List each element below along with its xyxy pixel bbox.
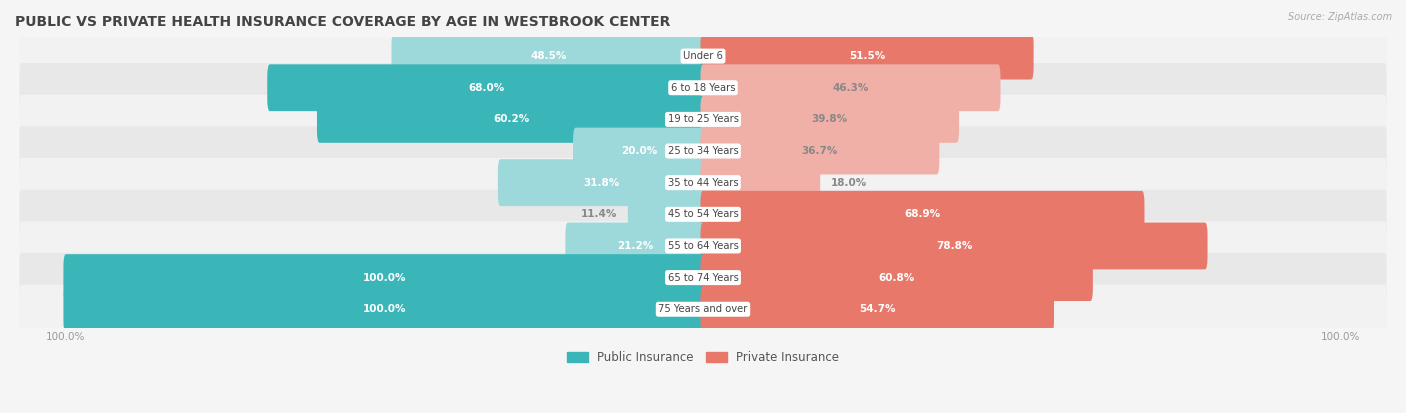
FancyBboxPatch shape — [20, 221, 1386, 271]
Text: PUBLIC VS PRIVATE HEALTH INSURANCE COVERAGE BY AGE IN WESTBROOK CENTER: PUBLIC VS PRIVATE HEALTH INSURANCE COVER… — [15, 15, 671, 29]
Legend: Public Insurance, Private Insurance: Public Insurance, Private Insurance — [562, 347, 844, 369]
Text: 68.0%: 68.0% — [468, 83, 505, 93]
Text: 39.8%: 39.8% — [811, 114, 848, 124]
Text: 6 to 18 Years: 6 to 18 Years — [671, 83, 735, 93]
Text: 60.8%: 60.8% — [879, 273, 915, 282]
Text: 54.7%: 54.7% — [859, 304, 896, 314]
Text: 19 to 25 Years: 19 to 25 Years — [668, 114, 738, 124]
Text: 18.0%: 18.0% — [831, 178, 866, 188]
Text: 21.2%: 21.2% — [617, 241, 654, 251]
Text: 31.8%: 31.8% — [583, 178, 620, 188]
Text: 100.0%: 100.0% — [363, 304, 406, 314]
Text: 55 to 64 Years: 55 to 64 Years — [668, 241, 738, 251]
FancyBboxPatch shape — [574, 128, 706, 174]
FancyBboxPatch shape — [20, 31, 1386, 81]
FancyBboxPatch shape — [20, 190, 1386, 239]
FancyBboxPatch shape — [20, 158, 1386, 207]
Text: 65 to 74 Years: 65 to 74 Years — [668, 273, 738, 282]
Text: 35 to 44 Years: 35 to 44 Years — [668, 178, 738, 188]
Text: 45 to 54 Years: 45 to 54 Years — [668, 209, 738, 219]
Text: 46.3%: 46.3% — [832, 83, 869, 93]
Text: 60.2%: 60.2% — [494, 114, 530, 124]
FancyBboxPatch shape — [700, 128, 939, 174]
Text: 36.7%: 36.7% — [801, 146, 838, 156]
FancyBboxPatch shape — [700, 254, 1092, 301]
Text: 20.0%: 20.0% — [621, 146, 658, 156]
Text: Source: ZipAtlas.com: Source: ZipAtlas.com — [1288, 12, 1392, 22]
FancyBboxPatch shape — [700, 33, 1033, 80]
FancyBboxPatch shape — [316, 96, 706, 143]
FancyBboxPatch shape — [700, 286, 1054, 332]
FancyBboxPatch shape — [628, 191, 706, 238]
FancyBboxPatch shape — [700, 223, 1208, 269]
Text: 48.5%: 48.5% — [530, 51, 567, 61]
Text: 51.5%: 51.5% — [849, 51, 886, 61]
FancyBboxPatch shape — [498, 159, 706, 206]
Text: 11.4%: 11.4% — [581, 209, 617, 219]
FancyBboxPatch shape — [63, 254, 706, 301]
Text: 78.8%: 78.8% — [936, 241, 972, 251]
FancyBboxPatch shape — [20, 95, 1386, 144]
FancyBboxPatch shape — [20, 126, 1386, 176]
FancyBboxPatch shape — [700, 64, 1001, 111]
FancyBboxPatch shape — [267, 64, 706, 111]
Text: 68.9%: 68.9% — [904, 209, 941, 219]
FancyBboxPatch shape — [565, 223, 706, 269]
Text: 25 to 34 Years: 25 to 34 Years — [668, 146, 738, 156]
FancyBboxPatch shape — [700, 96, 959, 143]
Text: Under 6: Under 6 — [683, 51, 723, 61]
FancyBboxPatch shape — [700, 191, 1144, 238]
FancyBboxPatch shape — [20, 285, 1386, 334]
FancyBboxPatch shape — [700, 159, 820, 206]
FancyBboxPatch shape — [391, 33, 706, 80]
FancyBboxPatch shape — [63, 286, 706, 332]
Text: 100.0%: 100.0% — [363, 273, 406, 282]
FancyBboxPatch shape — [20, 63, 1386, 112]
FancyBboxPatch shape — [20, 253, 1386, 302]
Text: 75 Years and over: 75 Years and over — [658, 304, 748, 314]
